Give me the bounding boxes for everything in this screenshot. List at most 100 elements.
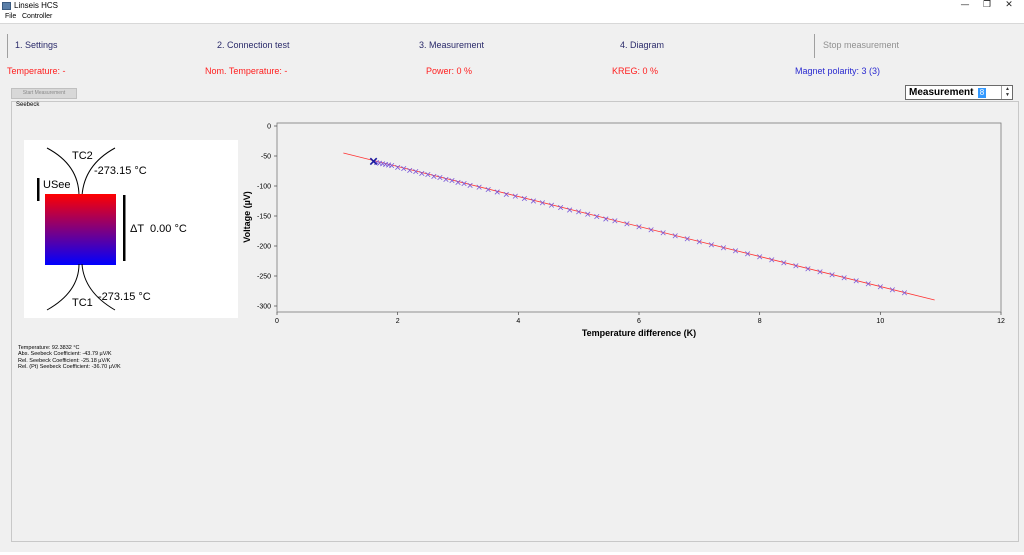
menu-bar: File Controller (0, 12, 1024, 23)
measurement-value[interactable]: 8 (978, 88, 986, 98)
data-point (781, 260, 787, 266)
y-tick-label: -200 (257, 244, 271, 251)
data-point (757, 254, 763, 260)
data-point (557, 205, 564, 211)
data-point (636, 224, 642, 230)
y-tick-label: -150 (257, 214, 271, 221)
restore-button[interactable]: ❐ (982, 0, 992, 10)
group-title: Seebeck (16, 102, 40, 108)
data-point (817, 269, 823, 275)
status-magnet-polarity: Magnet polarity: 3 (3) (795, 66, 881, 76)
results-list: Temperature: 92.3832 °C Abs. Seebeck Coe… (18, 345, 121, 370)
data-point (720, 245, 727, 251)
plot-area (276, 122, 1002, 313)
data-point (708, 242, 714, 248)
tab-separator (7, 34, 8, 58)
menu-controller[interactable]: Controller (22, 13, 53, 20)
result-temperature: Temperature: 92.3832 °C (18, 345, 80, 351)
delta-t-label: ΔT (130, 223, 144, 235)
data-point (503, 191, 509, 197)
y-axis-label: Voltage (µV) (242, 191, 252, 243)
data-point (521, 196, 527, 202)
delta-t-bar (123, 195, 126, 261)
tc1-label: TC1 (72, 297, 93, 309)
data-point (853, 278, 859, 284)
tab-diagram[interactable]: 4. Diagram (620, 40, 665, 50)
tab-bar: 1. Settings 2. Connection test 3. Measur… (0, 23, 1024, 62)
x-tick-label: 4 (516, 318, 520, 325)
data-point (660, 230, 666, 236)
data-point (437, 175, 443, 181)
data-point (672, 233, 678, 239)
x-axis-label: Temperature difference (K) (582, 328, 696, 338)
result-rel-seebeck: Rel. Seebeck Coefficient: -25.18 µV/K (18, 357, 111, 364)
data-point (467, 182, 473, 188)
data-point (455, 179, 461, 185)
data-point (401, 166, 407, 172)
y-tick-label: 0 (267, 124, 271, 131)
spin-down-icon[interactable]: ▼ (1005, 92, 1010, 98)
spin-up-icon[interactable]: ▲ (1005, 86, 1010, 92)
app-icon (2, 2, 11, 10)
data-point (901, 290, 908, 296)
tc1-wire-right (81, 263, 116, 311)
data-point (407, 167, 413, 173)
x-tick-label: 10 (876, 318, 884, 325)
y-tick-label: -300 (257, 304, 271, 311)
data-point (684, 236, 690, 242)
data-point (539, 200, 546, 206)
sample-block (45, 194, 116, 265)
start-measurement-button[interactable]: Start Measurement (11, 88, 77, 99)
y-tick-label: -100 (257, 184, 271, 191)
bottom-border (0, 552, 1024, 555)
x-tick-label: 8 (758, 318, 762, 325)
data-point (793, 263, 799, 269)
stop-measurement-button[interactable]: Stop measurement (823, 40, 900, 50)
seebeck-chart: 0 2 4 6 8 10 12 0 -50 -100 -150 -200 -250 -300 Temper… (236, 117, 1022, 342)
data-point (389, 163, 395, 169)
data-point (696, 239, 702, 245)
data-point (449, 178, 455, 184)
data-point (494, 189, 500, 195)
tc2-wire-right (81, 147, 116, 197)
y-tick-label: -250 (257, 274, 271, 281)
tc1-wire-left (46, 263, 80, 311)
data-point (395, 164, 401, 170)
data-point (485, 187, 491, 193)
data-point (877, 284, 883, 290)
tab-connection-test[interactable]: 2. Connection test (217, 40, 290, 50)
measurement-spinbox[interactable]: Measurement 8 ▲ ▼ (905, 85, 1013, 100)
data-point (431, 173, 437, 179)
tab-separator (814, 34, 815, 58)
status-temperature: Temperature: - (7, 66, 66, 76)
tab-settings[interactable]: 1. Settings (15, 40, 58, 50)
data-point (512, 193, 518, 199)
x-tick-label: 2 (396, 318, 400, 325)
tab-measurement[interactable]: 3. Measurement (419, 40, 485, 50)
data-point (745, 251, 751, 257)
minimize-button[interactable]: — (960, 0, 970, 10)
usee-label: USee (43, 179, 71, 191)
data-point (413, 169, 419, 175)
close-button[interactable]: ✕ (1005, 0, 1013, 10)
data-point (624, 221, 630, 227)
data-point (443, 176, 449, 182)
tc2-wire-left (46, 147, 80, 197)
data-point (648, 227, 654, 233)
sample-schematic: TC2 -273.15 °C USee ΔT 0.00 °C -273.15 °… (24, 140, 238, 318)
seebeck-group (11, 101, 1019, 542)
data-point (889, 287, 895, 293)
data-point (425, 172, 431, 178)
data-point (567, 207, 573, 213)
data-point (769, 257, 775, 263)
data-point (612, 218, 618, 224)
delta-t-value: 0.00 °C (150, 223, 187, 235)
data-point (865, 281, 871, 287)
data-point (603, 216, 609, 222)
data-point (585, 211, 591, 217)
menu-file[interactable]: File (5, 13, 17, 20)
window-title: Linseis HCS (14, 1, 59, 10)
tc1-value: -273.15 °C (98, 291, 151, 303)
data-point (476, 184, 482, 190)
tc2-label: TC2 (72, 150, 93, 162)
